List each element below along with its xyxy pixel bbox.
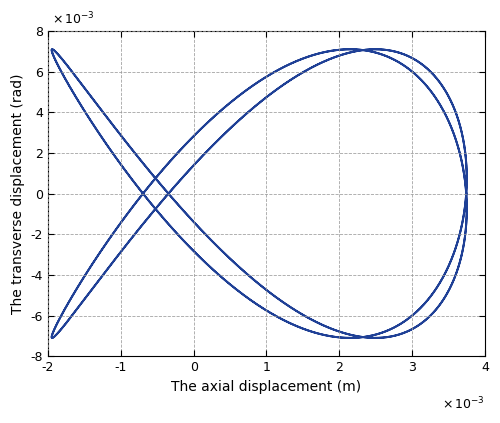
X-axis label: The axial displacement (m): The axial displacement (m) xyxy=(172,379,362,394)
Y-axis label: The transverse displacement (rad): The transverse displacement (rad) xyxy=(11,73,25,314)
Text: $\times\,10^{-3}$: $\times\,10^{-3}$ xyxy=(52,11,95,28)
Text: $\times\,10^{-3}$: $\times\,10^{-3}$ xyxy=(442,395,485,412)
